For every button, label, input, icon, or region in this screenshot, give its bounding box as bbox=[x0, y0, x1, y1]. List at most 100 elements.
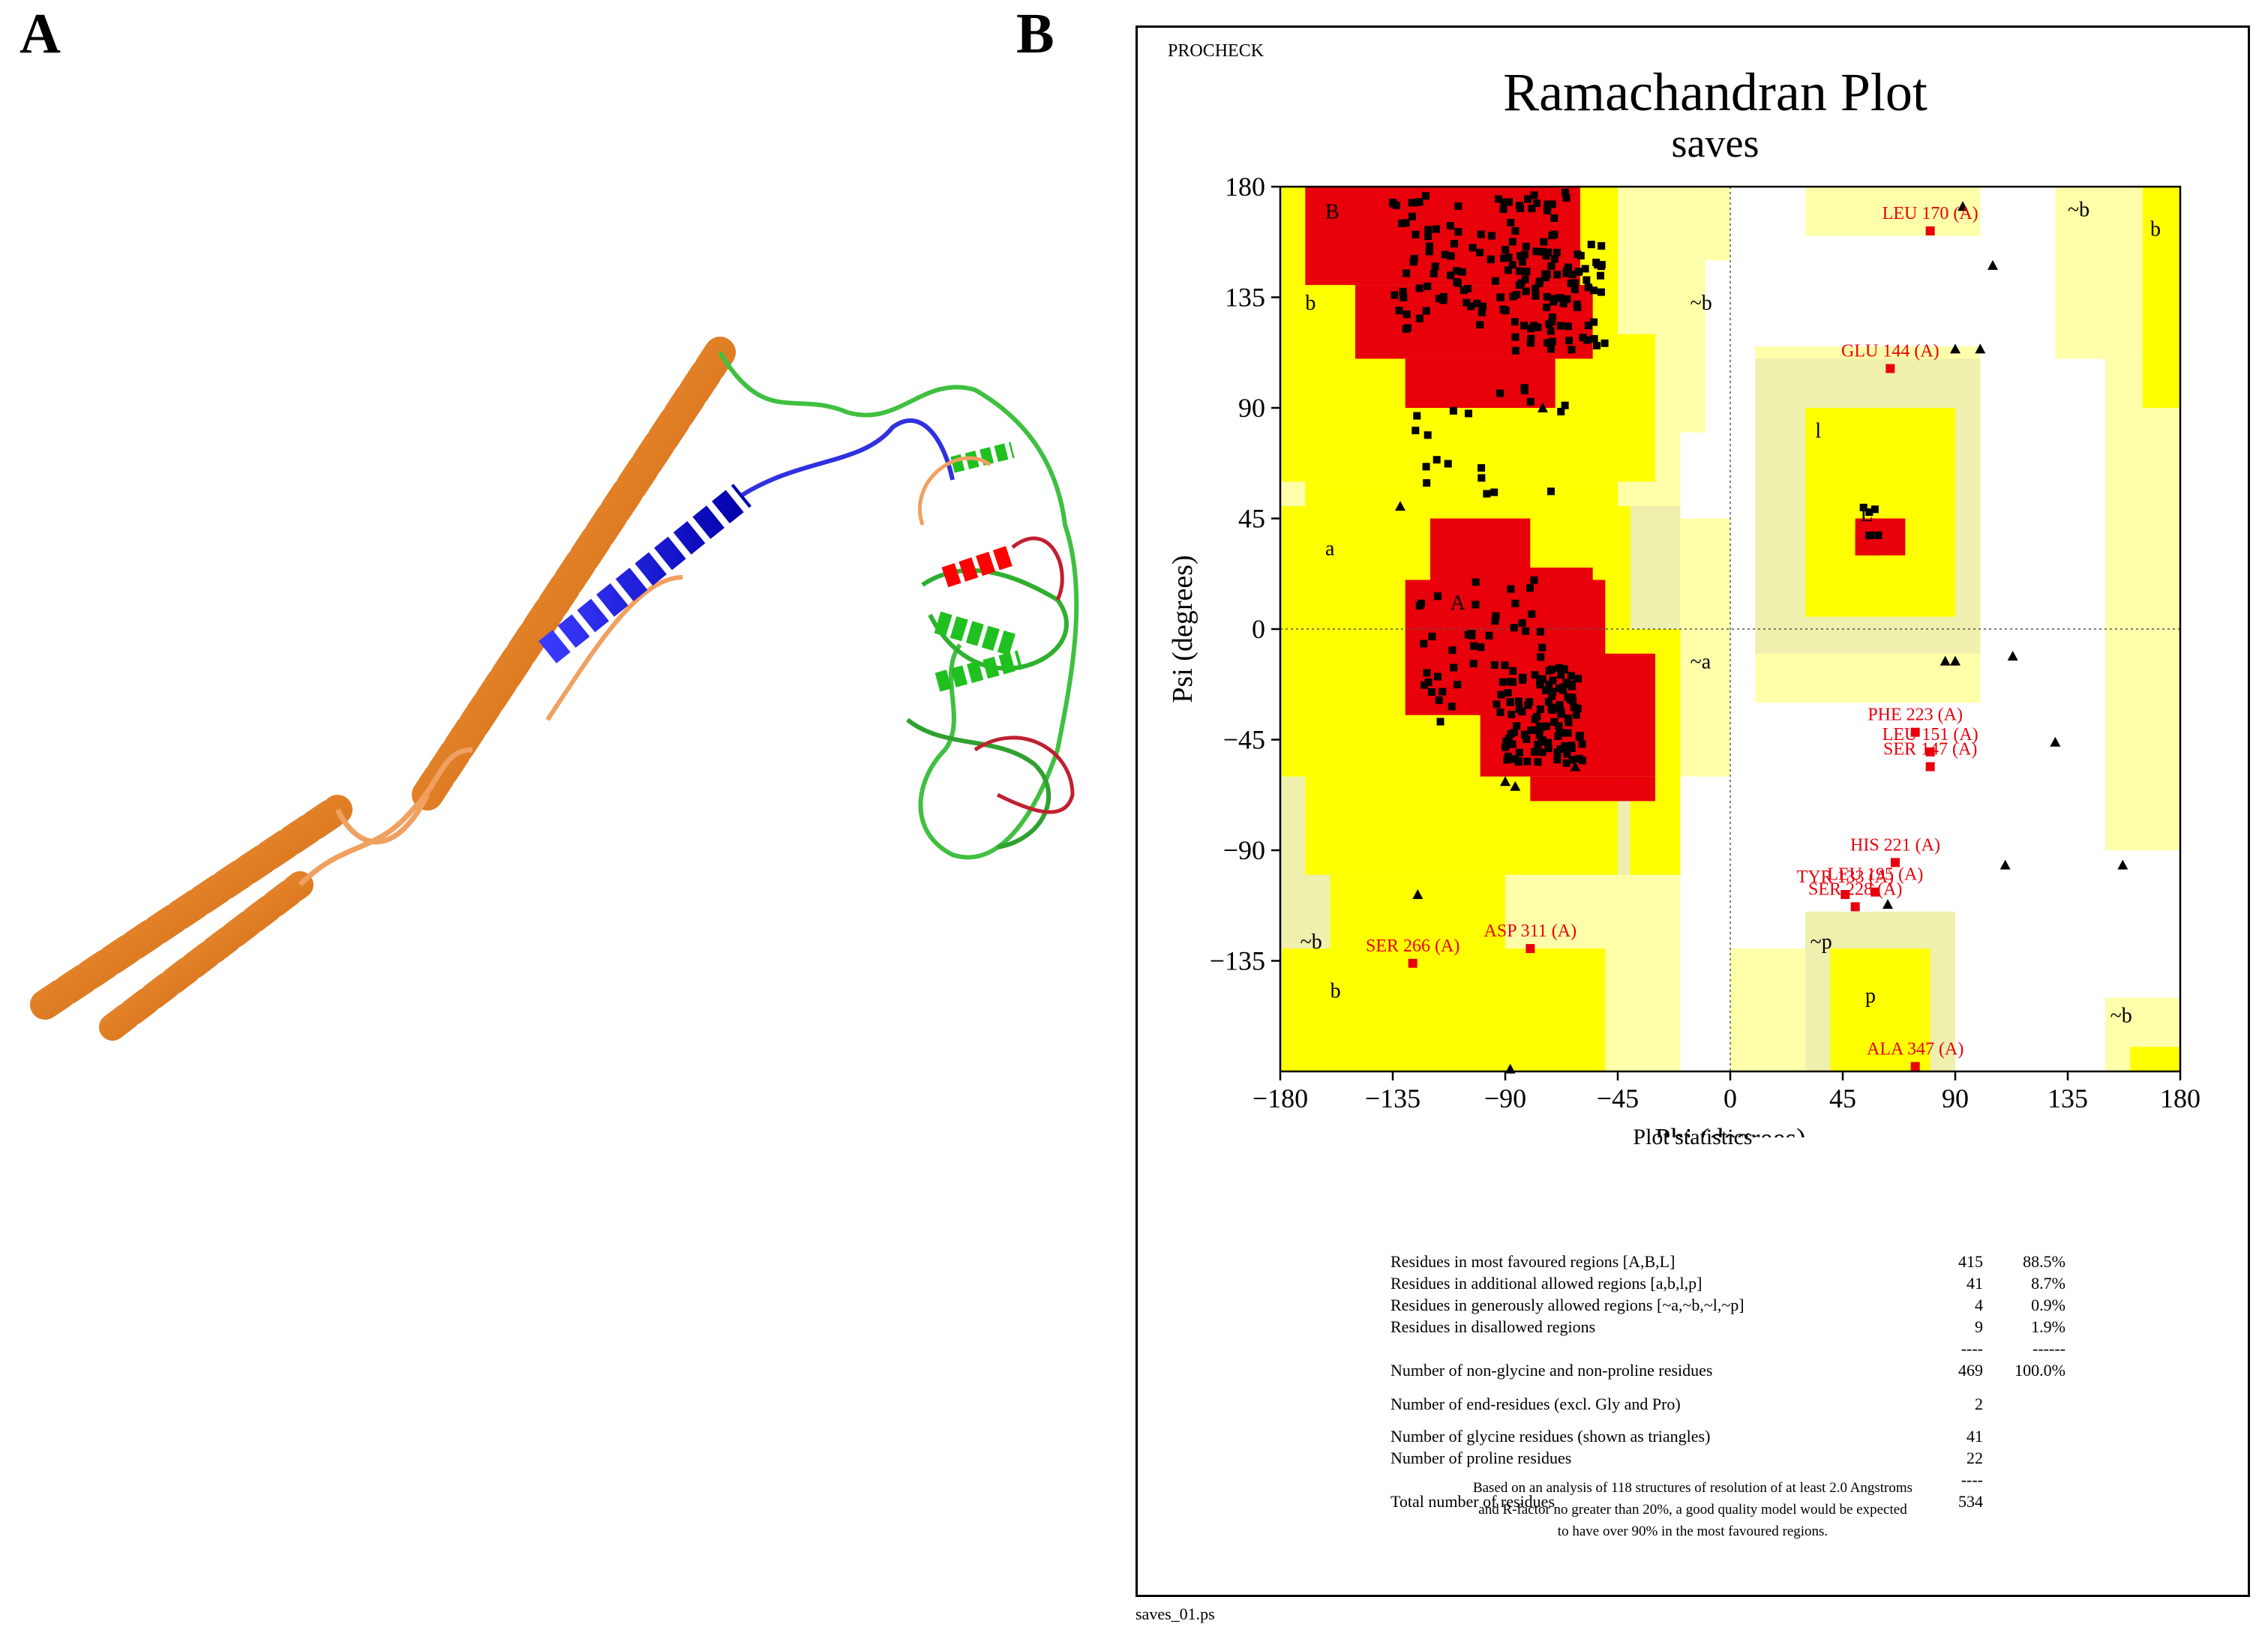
glycine-point bbox=[1395, 501, 1406, 511]
stats-count: 534 bbox=[1958, 1492, 1983, 1511]
x-tick-label: 0 bbox=[1724, 1083, 1737, 1113]
outlier-point bbox=[1891, 858, 1900, 867]
residue-point bbox=[1564, 715, 1572, 723]
residue-point bbox=[1425, 247, 1433, 256]
note-line: Based on an analysis of 118 structures o… bbox=[1472, 1480, 1913, 1496]
residue-point bbox=[1574, 250, 1582, 259]
residue-point bbox=[1415, 284, 1424, 292]
residue-point bbox=[1555, 685, 1563, 693]
residue-point bbox=[1438, 688, 1447, 696]
x-tick-label: 45 bbox=[1829, 1083, 1856, 1113]
residue-point bbox=[1572, 711, 1580, 719]
residue-point bbox=[1505, 198, 1514, 206]
residue-point bbox=[1568, 680, 1576, 688]
residue-point bbox=[1578, 740, 1586, 748]
residue-point bbox=[1469, 660, 1478, 668]
residue-point bbox=[1559, 683, 1568, 691]
residue-point bbox=[1507, 730, 1515, 738]
stats-count: 9 bbox=[1975, 1317, 1983, 1336]
residue-point bbox=[1496, 293, 1504, 301]
residue-point bbox=[1458, 268, 1466, 276]
chart-subtitle: saves bbox=[1672, 121, 1760, 166]
x-tick-label: −180 bbox=[1252, 1083, 1308, 1113]
residue-point bbox=[1518, 673, 1526, 682]
residue-point bbox=[1450, 240, 1459, 248]
residue-point bbox=[1559, 299, 1568, 307]
glycine-point bbox=[2007, 651, 2018, 661]
residue-point bbox=[1479, 302, 1487, 310]
residue-point bbox=[1392, 201, 1400, 209]
residue-point bbox=[1509, 667, 1517, 675]
residue-point bbox=[1544, 745, 1552, 753]
residue-point bbox=[1527, 334, 1535, 343]
residue-point bbox=[1548, 337, 1556, 346]
x-tick-label: 90 bbox=[1942, 1083, 1969, 1113]
x-axis-label: Phi (degrees) bbox=[1654, 1123, 1806, 1137]
stats-pct: 8.7% bbox=[2031, 1274, 2066, 1293]
residue-point bbox=[1463, 284, 1472, 292]
residue-point bbox=[1597, 288, 1605, 296]
stats-label: Number of non-glycine and non-proline re… bbox=[1390, 1361, 1713, 1380]
stats-label: Residues in generously allowed regions [… bbox=[1390, 1296, 1744, 1314]
residue-point bbox=[1448, 703, 1456, 711]
stats-count: 2 bbox=[1975, 1395, 1983, 1413]
residue-point bbox=[1553, 756, 1562, 764]
residue-point bbox=[1491, 277, 1499, 285]
outlier-point bbox=[1910, 1062, 1920, 1071]
residue-point bbox=[1533, 199, 1541, 208]
residue-point bbox=[1579, 334, 1587, 342]
residue-point bbox=[1504, 253, 1513, 262]
stats-pct: 1.9% bbox=[2031, 1317, 2066, 1336]
residue-point bbox=[1422, 463, 1430, 471]
x-tick-label: −135 bbox=[1365, 1083, 1420, 1113]
residue-point bbox=[1548, 232, 1556, 240]
residue-point bbox=[1562, 759, 1570, 767]
residue-point bbox=[1476, 321, 1484, 329]
residue-point bbox=[1441, 250, 1449, 259]
residue-point bbox=[1447, 271, 1455, 280]
glycine-point bbox=[2117, 859, 2128, 870]
outlier-point bbox=[1925, 762, 1935, 772]
residue-point bbox=[1536, 678, 1544, 686]
generous-region bbox=[1680, 187, 1730, 261]
residue-point bbox=[1550, 214, 1558, 222]
residue-point bbox=[1507, 218, 1515, 226]
residue-point bbox=[1507, 585, 1515, 593]
generous-region bbox=[1680, 518, 1730, 777]
residue-point bbox=[1496, 389, 1504, 397]
residue-point bbox=[1542, 686, 1550, 694]
note-line: to have over 90% in the most favoured re… bbox=[1557, 1524, 1828, 1539]
residue-point bbox=[1535, 731, 1544, 739]
residue-point bbox=[1446, 222, 1454, 230]
residue-point bbox=[1598, 241, 1606, 250]
outlier-label: TYR 133 (A) bbox=[1797, 867, 1894, 887]
residue-point bbox=[1415, 314, 1424, 322]
residue-point bbox=[1584, 322, 1592, 330]
residue-point bbox=[1434, 592, 1442, 601]
residue-point bbox=[1402, 219, 1410, 227]
y-axis-label: Psi (degrees) bbox=[1167, 555, 1198, 703]
residue-point bbox=[1516, 252, 1525, 260]
region-label: ~b bbox=[2068, 198, 2090, 221]
residue-point bbox=[1570, 703, 1578, 712]
residue-point bbox=[1546, 327, 1555, 335]
glycine-point bbox=[1882, 899, 1893, 909]
residue-point bbox=[1565, 337, 1574, 345]
outlier-label: LEU 170 (A) bbox=[1882, 204, 1978, 223]
residue-point bbox=[1564, 718, 1573, 727]
residue-point bbox=[1504, 752, 1512, 760]
residue-point bbox=[1574, 268, 1582, 276]
outlier-label: PHE 223 (A) bbox=[1868, 706, 1963, 725]
y-tick-label: 90 bbox=[1238, 393, 1265, 423]
outlier-label: ALA 347 (A) bbox=[1867, 1039, 1964, 1059]
glycine-point bbox=[1412, 889, 1424, 899]
stats-label: Total number of residues bbox=[1390, 1492, 1556, 1511]
residue-point bbox=[1511, 346, 1520, 355]
residue-point bbox=[1550, 295, 1558, 303]
residue-point bbox=[1515, 697, 1523, 706]
residue-point bbox=[1508, 261, 1516, 269]
residue-point bbox=[1511, 755, 1520, 763]
residue-point bbox=[1460, 286, 1468, 295]
x-tick-label: −45 bbox=[1597, 1083, 1639, 1113]
